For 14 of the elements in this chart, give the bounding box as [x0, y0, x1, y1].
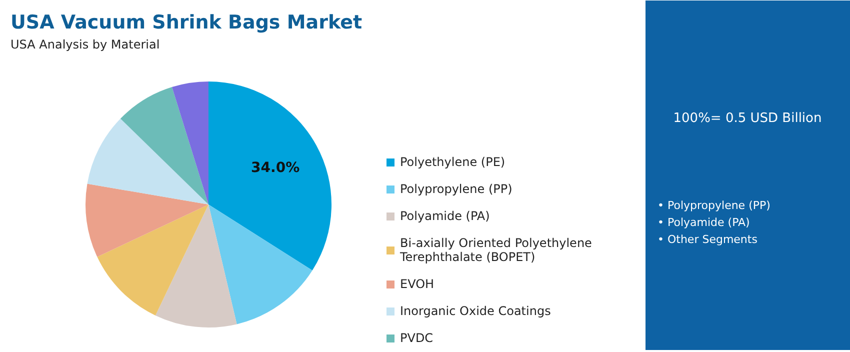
chart-title: USA Vacuum Shrink Bags Market: [10, 12, 362, 34]
legend-label: PVDC: [400, 331, 434, 345]
text: • Polypropylene (PP): [658, 199, 770, 212]
text: 100%= 0.5 USD Billion: [673, 111, 822, 126]
legend-label: Polyamide (PA): [400, 209, 490, 223]
legend-label: Inorganic Oxide Coatings: [400, 304, 551, 318]
legend-label: EVOH: [400, 277, 434, 291]
legend-label: Polyethylene (PE): [400, 155, 506, 169]
text: • Polyamide (PA): [658, 216, 750, 229]
legend-label: Bi-axially Oriented Polyethylene Terephthalate (BOPET): [400, 236, 592, 264]
text: • Other Segments: [658, 233, 758, 246]
legend-label: Polypropylene (PP): [400, 182, 512, 196]
data-label: 34.0%: [251, 160, 300, 176]
chart-subtitle: USA Analysis by Material: [10, 38, 160, 52]
